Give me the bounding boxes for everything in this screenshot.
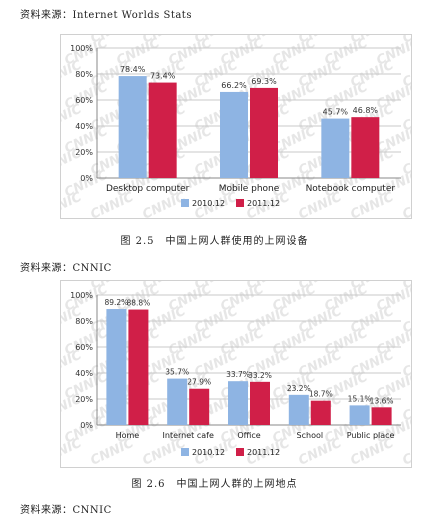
y-tick-label: 60% [75,343,93,352]
data-label: 18.7% [309,390,333,399]
watermark-text: CNNIC [88,436,136,467]
legend-swatch [181,199,189,207]
y-tick-label: 80% [75,317,93,326]
bar [118,76,147,178]
data-label: 35.7% [165,368,189,377]
data-label: 13.6% [370,396,394,405]
y-tick-label: 40% [75,369,93,378]
y-tick-label: 100% [70,44,93,53]
watermark-text: CNNIC [400,436,411,467]
bar [351,117,380,178]
bar [371,407,392,425]
data-label: 88.8% [126,299,150,308]
bar [310,400,331,425]
data-label: 46.8% [353,106,379,115]
data-label: 33.2% [248,371,272,380]
source-note-middle: 资料来源：CNNIC [20,263,112,274]
bar [106,309,127,425]
bar [167,378,188,425]
category-label: Internet cafe [163,431,214,440]
category-label: Mobile phone [219,184,280,194]
watermark-text: CNNIC [400,304,411,337]
bar [288,394,309,425]
bar [250,381,270,425]
device-chart-frame: CNNIC CNNIC CNNIC CNNIC CNNIC CNNIC CNNIC CNNIC… [60,34,412,219]
bar [128,309,149,425]
data-label: 69.3% [251,77,277,86]
y-tick-label: 0% [80,421,93,430]
watermark-text: CNNIC [400,281,411,293]
figure-caption-2-6: 图 2.6 中国上网人群的上网地点 [131,479,298,490]
watermark-text: CNNIC [400,146,411,179]
device-usage-chart: CNNIC CNNIC CNNIC CNNIC CNNIC CNNIC CNNICCNNIC… [61,35,411,218]
watermark-text: CNNIC [348,436,396,467]
bar [148,82,177,178]
watermark-text: CNNIC [400,348,411,381]
y-tick-label: 80% [75,70,93,79]
data-label: 45.7% [323,108,349,117]
legend-label: 2010.12 [192,448,225,457]
data-label: 33.7% [226,370,250,379]
legend-label: 2011.12 [247,448,280,457]
legend-label: 2010.12 [192,199,225,208]
y-tick-label: 20% [75,148,93,157]
data-label: 78.4% [120,65,146,74]
y-tick-label: 100% [70,291,93,300]
location-usage-chart: CNNIC CNNIC CNNIC CNNIC CNNIC CNNIC CNNICCNNIC… [61,281,411,467]
y-tick-label: 40% [75,122,93,131]
watermark-text: CNNIC [400,190,411,218]
category-label: Public place [347,431,395,440]
bar [321,118,350,178]
bar [189,388,210,425]
y-tick-label: 60% [75,96,93,105]
data-label: 15.1% [348,394,372,403]
bar [349,405,370,425]
source-note-top: 资料来源：Internet Worlds Stats [20,10,192,21]
y-tick-label: 20% [75,395,93,404]
legend-label: 2011.12 [247,199,280,208]
figure-caption-2-5: 图 2.5 中国上网人群使用的上网设备 [120,236,309,247]
data-label: 66.2% [221,81,247,90]
legend-swatch [236,448,244,456]
legend-swatch [236,199,244,207]
category-label: Notebook computer [306,184,396,194]
location-chart-frame: CNNIC CNNIC CNNIC CNNIC CNNIC CNNIC CNNIC CNNIC… [60,280,412,468]
bar [250,87,278,178]
y-tick-label: 0% [80,174,93,183]
data-label: 27.9% [187,378,211,387]
category-label: Office [237,431,260,440]
legend-swatch [181,448,189,456]
data-label: 73.4% [150,72,176,81]
watermark-text: CNNIC [400,102,411,135]
watermark-text: CNNIC [400,35,411,47]
watermark-text: CNNIC [400,58,411,91]
bar [228,381,248,425]
data-label: 23.2% [287,384,311,393]
watermark-text: CNNIC [296,436,344,467]
category-label: School [297,431,324,440]
bar [220,91,248,178]
source-note-bottom: 资料来源：CNNIC [20,505,112,516]
category-label: Home [116,431,140,440]
watermark-text: CNNIC [400,392,411,425]
category-label: Desktop computer [106,184,190,194]
data-label: 89.2% [104,298,128,307]
